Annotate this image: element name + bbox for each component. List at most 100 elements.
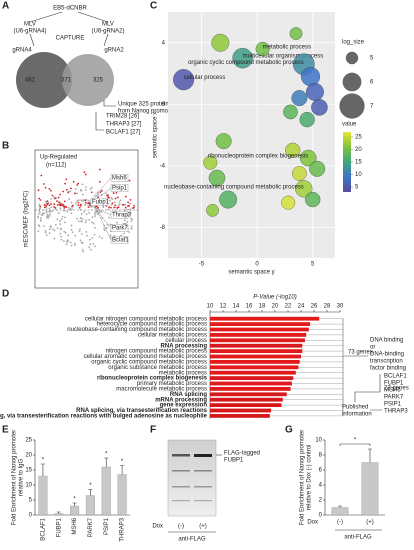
dot: [80, 213, 83, 215]
subset: Up-Regulated: [40, 155, 77, 161]
bubble: [203, 155, 218, 170]
dot-up: [51, 194, 54, 197]
legend-title: value: [342, 122, 357, 128]
panel-label: A: [2, 1, 9, 12]
bar: [210, 338, 305, 343]
blot-band: [194, 500, 212, 502]
x-tick-label: 18: [259, 304, 266, 310]
dot: [105, 192, 108, 195]
bubble: [291, 90, 308, 107]
dot: [123, 219, 126, 222]
x-tick-label: 20: [272, 304, 279, 310]
bubble: [219, 190, 238, 209]
dot: [79, 189, 82, 192]
axis: [34, 440, 130, 516]
y-tick-label: -8: [160, 225, 166, 231]
dot: [79, 228, 81, 231]
dot-up: [57, 196, 60, 199]
dot: [38, 207, 41, 210]
bubble: [206, 203, 219, 217]
dot: [53, 196, 56, 199]
legend-size: [342, 72, 362, 92]
dot-up: [37, 189, 40, 192]
dot: [92, 242, 95, 245]
dot-up: [122, 203, 125, 206]
legend-size: [345, 51, 359, 65]
bar: [210, 397, 283, 402]
dot-up: [77, 182, 80, 185]
dot: [131, 227, 133, 230]
construct: (U6-gRNA2): [91, 29, 124, 35]
bar: [210, 354, 301, 359]
dot-up: [50, 189, 52, 192]
x-label: semantic space y: [228, 270, 274, 276]
dot-up: [60, 203, 63, 206]
dot: [103, 228, 106, 230]
legend-label: 7: [370, 104, 374, 110]
dot: [69, 190, 71, 193]
bubble: [285, 142, 301, 159]
dot: [109, 234, 112, 237]
vector: MLV: [24, 22, 36, 28]
category-label: cellular aromatic compound metabolic pro…: [84, 354, 207, 360]
bubble: [306, 83, 324, 101]
dot: [67, 240, 70, 243]
dot: [68, 198, 71, 200]
category-label: cellular nitrogen compound metabolic pro…: [85, 316, 207, 322]
dot-up: [87, 202, 90, 205]
dot: [59, 232, 62, 235]
panel-label: F: [150, 425, 156, 436]
gene-label: Msh6: [112, 176, 127, 182]
dot-up: [78, 206, 81, 209]
dot: [74, 201, 77, 204]
dot: [51, 228, 54, 231]
category-label: organic cyclic compound metabolic proces…: [91, 359, 207, 365]
venn-count: 371: [61, 78, 72, 84]
dot-up: [79, 203, 82, 206]
gene-pointer: [84, 177, 112, 207]
dot-up: [63, 200, 66, 203]
dot: [101, 237, 103, 240]
dot-up: [112, 192, 115, 194]
dot-up: [62, 190, 65, 193]
dot-up: [99, 191, 102, 194]
bar: [210, 365, 299, 370]
bar: [210, 370, 296, 375]
colorbar-label: 20: [355, 147, 362, 153]
dot: [77, 220, 80, 223]
x-tick-label: PARK7: [88, 517, 94, 537]
dot: [45, 234, 48, 237]
dot-up: [46, 203, 49, 206]
bubble-label: cellular process: [184, 75, 226, 81]
dot: [80, 233, 83, 235]
dot: [42, 209, 45, 212]
dot-up: [107, 194, 109, 197]
dot: [50, 198, 52, 200]
blot-band: [194, 454, 212, 457]
dot: [78, 230, 81, 232]
dot: [117, 204, 120, 207]
dot: [70, 224, 73, 227]
dot-up: [59, 193, 61, 196]
dot: [82, 200, 84, 202]
dot: [47, 216, 50, 219]
dot: [42, 212, 44, 215]
dot: [45, 210, 48, 213]
dot-up: [133, 204, 136, 207]
dot: [73, 242, 76, 245]
gene-label: Thrap3: [112, 213, 132, 219]
dot: [119, 199, 122, 202]
x-tick-label: 24: [298, 304, 305, 310]
dot: [74, 188, 77, 191]
x-tick-label: -5: [199, 262, 205, 268]
dot: [71, 231, 74, 234]
dot: [74, 234, 77, 237]
bar: [210, 343, 303, 348]
dot: [49, 212, 51, 215]
dot-up: [84, 199, 87, 202]
dot-up: [39, 199, 42, 201]
bar: [210, 408, 272, 413]
dot: [126, 220, 129, 223]
dot-up: [53, 203, 56, 206]
dot-up: [42, 183, 45, 185]
